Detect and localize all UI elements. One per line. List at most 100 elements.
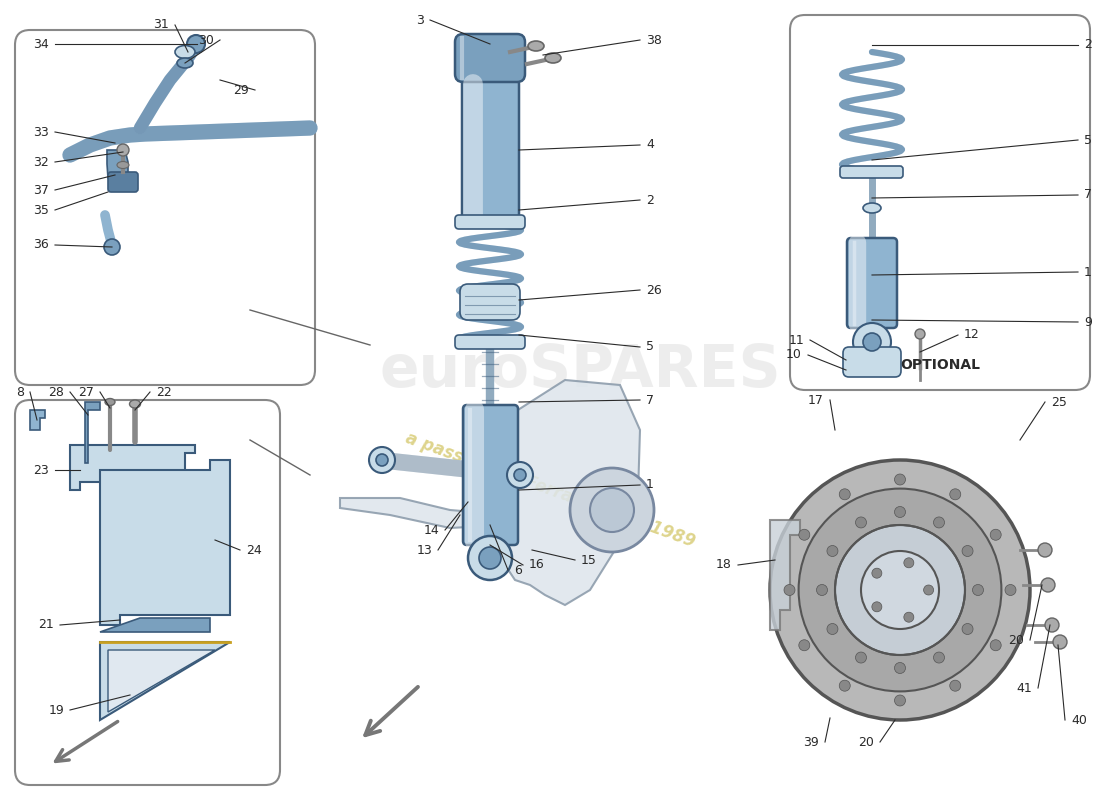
Circle shape [934,517,945,528]
Text: 25: 25 [1050,395,1067,409]
FancyBboxPatch shape [847,238,896,328]
Text: a passion for Ferraris since 1989: a passion for Ferraris since 1989 [403,429,697,551]
Text: 1: 1 [646,478,653,491]
FancyBboxPatch shape [15,400,280,785]
Circle shape [839,489,850,500]
Circle shape [894,474,905,485]
Circle shape [376,454,388,466]
Circle shape [514,469,526,481]
Text: 38: 38 [646,34,662,46]
FancyBboxPatch shape [840,166,903,178]
Circle shape [962,623,974,634]
Text: 35: 35 [33,203,50,217]
Text: 28: 28 [48,386,64,398]
Ellipse shape [544,53,561,63]
Circle shape [478,547,500,569]
Text: 32: 32 [33,155,50,169]
Circle shape [799,530,810,540]
Text: 7: 7 [1084,189,1092,202]
Circle shape [972,585,983,595]
Circle shape [117,144,129,156]
Text: euroSPARES: euroSPARES [379,342,781,398]
Ellipse shape [117,162,129,169]
Ellipse shape [528,41,544,51]
Ellipse shape [175,46,195,58]
Polygon shape [100,618,210,632]
Polygon shape [770,520,800,630]
Polygon shape [108,650,214,712]
Text: 14: 14 [424,523,439,537]
Text: 19: 19 [48,703,64,717]
Circle shape [827,546,838,557]
FancyBboxPatch shape [455,215,525,229]
Circle shape [1053,635,1067,649]
Circle shape [962,546,974,557]
Text: 9: 9 [1084,315,1092,329]
Text: 15: 15 [581,554,597,566]
Circle shape [949,680,960,691]
Circle shape [839,680,850,691]
Text: 1: 1 [1084,266,1092,278]
Polygon shape [100,460,230,625]
Text: 22: 22 [156,386,172,398]
Text: 34: 34 [33,38,50,50]
Text: 20: 20 [1008,634,1024,646]
Text: 10: 10 [786,349,802,362]
Text: 39: 39 [803,735,820,749]
Text: 16: 16 [529,558,544,571]
Polygon shape [340,498,510,528]
Circle shape [915,329,925,339]
Text: 40: 40 [1071,714,1087,726]
FancyBboxPatch shape [462,80,519,220]
Polygon shape [30,410,45,430]
Text: 23: 23 [33,463,50,477]
Text: 7: 7 [646,394,654,406]
Ellipse shape [104,398,116,406]
FancyBboxPatch shape [108,172,138,192]
Text: 36: 36 [33,238,50,251]
Text: 2: 2 [646,194,653,206]
Text: 5: 5 [646,341,654,354]
Circle shape [864,333,881,351]
Text: 24: 24 [246,543,262,557]
FancyBboxPatch shape [843,347,901,377]
Circle shape [894,506,905,518]
Circle shape [827,623,838,634]
Circle shape [872,568,882,578]
Circle shape [852,323,891,361]
Text: 8: 8 [16,386,24,398]
FancyBboxPatch shape [463,405,518,545]
Circle shape [949,489,960,500]
Text: 27: 27 [78,386,94,398]
Text: 4: 4 [646,138,653,151]
Circle shape [990,640,1001,650]
Text: 6: 6 [514,563,521,577]
Circle shape [507,462,534,488]
Polygon shape [85,402,100,463]
Circle shape [924,585,934,595]
Circle shape [894,695,905,706]
Circle shape [1045,618,1059,632]
Text: 18: 18 [716,558,732,571]
Circle shape [468,536,512,580]
Circle shape [187,35,205,53]
Text: 11: 11 [789,334,804,346]
Text: 31: 31 [153,18,169,31]
Circle shape [590,488,634,532]
Circle shape [570,468,654,552]
FancyBboxPatch shape [460,284,520,320]
Text: 2: 2 [1084,38,1092,51]
Text: 21: 21 [39,618,54,631]
Circle shape [1005,585,1016,595]
Polygon shape [70,445,195,490]
Text: OPTIONAL: OPTIONAL [900,358,980,372]
Text: 5: 5 [1084,134,1092,146]
Ellipse shape [130,400,141,408]
Circle shape [784,585,795,595]
Text: 33: 33 [33,126,50,138]
Circle shape [799,640,810,650]
Text: 17: 17 [808,394,824,406]
Text: 20: 20 [858,735,874,749]
Text: 30: 30 [198,34,214,46]
Circle shape [1041,578,1055,592]
